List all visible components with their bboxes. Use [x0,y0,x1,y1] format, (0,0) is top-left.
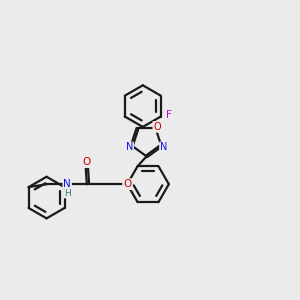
Text: O: O [123,179,131,189]
Text: N: N [126,142,133,152]
Text: O: O [153,122,161,132]
Text: N: N [160,142,167,152]
Text: N: N [63,179,71,189]
Text: F: F [166,110,172,120]
Text: O: O [82,157,91,167]
Text: H: H [64,189,70,198]
